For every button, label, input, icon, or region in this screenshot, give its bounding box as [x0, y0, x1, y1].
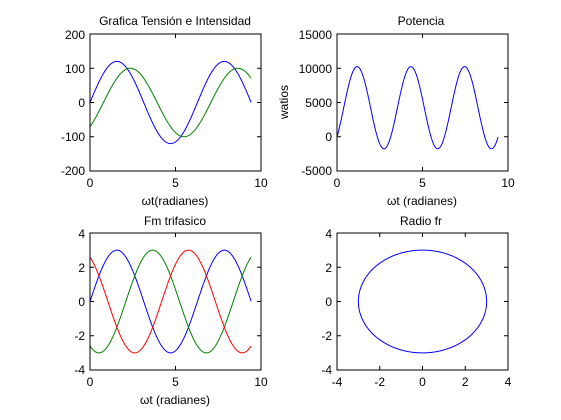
panel-3-xtick-1: 5: [172, 375, 179, 389]
panel-2-ytick-0: -5000: [301, 164, 332, 178]
panel-3-xtick-2: 10: [254, 375, 268, 389]
panel-3-series-2-line: [89, 249, 252, 354]
panel-3-ytick-4: 4: [78, 227, 85, 241]
panel-3-ytick-1: -2: [74, 329, 85, 343]
panel-3-series-1-line: [89, 249, 252, 354]
panel-3-data-layer: [89, 232, 262, 371]
panel-fm-trifasico: Fm trifasico 0 5 10 -4 -2 0 2 4 ωt (radi…: [74, 214, 268, 407]
panel-4-ytick-4: 4: [325, 227, 332, 241]
panel-1-ytick-4: 200: [65, 28, 85, 42]
panel-1-xtick-0: 0: [87, 176, 94, 190]
panel-2-ytick-3: 10000: [299, 62, 333, 76]
panel-1-ytick-1: -100: [61, 130, 85, 144]
panel-1-xtick-2: 10: [254, 176, 268, 190]
panel-1-ytick-0: -200: [61, 164, 85, 178]
panel-1-xlabel: ωt(radianes): [142, 194, 209, 208]
panel-2-xtick-2: 10: [501, 176, 515, 190]
panel-1-series-0-line: [89, 60, 252, 145]
panel-2-ytick-2: 5000: [305, 96, 332, 110]
panel-2-series-0-line: [336, 66, 499, 150]
panel-4-title: Radio fr: [400, 214, 442, 228]
panel-4-xtick-4: 4: [505, 375, 512, 389]
panel-3-series-0-line: [89, 249, 252, 354]
panel-potencia: Potencia 0 5 10 -5000 0 5000 10000 15000…: [277, 14, 515, 208]
panel-3-axes-box: [89, 232, 262, 371]
panel-1-series-1-line: [89, 67, 252, 138]
panel-2-xlabel: ωt (radianes): [387, 194, 457, 208]
panel-1-axes-box: [89, 33, 262, 172]
panel-1-ytick-3: 100: [65, 62, 85, 76]
panel-4-ytick-3: 2: [325, 261, 332, 275]
panel-4-ytick-1: -2: [321, 329, 332, 343]
panel-3-ytick-3: 2: [78, 261, 85, 275]
panel-3-title: Fm trifasico: [144, 214, 206, 228]
panel-3-ytick-2: 0: [78, 295, 85, 309]
panel-2-ytick-4: 15000: [299, 28, 333, 42]
panel-2-ylabel: watios: [277, 85, 291, 120]
panel-2-xtick-1: 5: [419, 176, 426, 190]
panel-1-xtick-1: 5: [172, 176, 179, 190]
panel-4-axes-box: [336, 232, 509, 371]
panel-4-xtick-3: 2: [462, 375, 469, 389]
panel-2-xtick-0: 0: [334, 176, 341, 190]
panel-1-title: Grafica Tensión e Intensidad: [99, 14, 251, 28]
panel-radio-fr: Radio fr -4 -2 0 2 4 -4 -2 0 2 4: [321, 214, 511, 389]
panel-3-xtick-0: 0: [87, 375, 94, 389]
panel-2-axes-box: [336, 33, 509, 172]
panel-4-xtick-2: 0: [419, 375, 426, 389]
panel-3-xlabel: ωt (radianes): [140, 393, 210, 407]
panel-2-ytick-1: 0: [325, 130, 332, 144]
panel-4-ytick-2: 0: [325, 295, 332, 309]
panel-3-ytick-0: -4: [74, 363, 85, 377]
panel-4-data-layer: [336, 232, 509, 371]
panel-tension-intensidad: Grafica Tensión e Intensidad 0 5 10 -200…: [61, 14, 268, 208]
panel-2-title: Potencia: [398, 14, 445, 28]
panel-4-series-0-line: [357, 249, 488, 354]
panel-4-xtick-0: -4: [332, 375, 343, 389]
panel-1-ytick-2: 0: [78, 96, 85, 110]
panel-2-data-layer: [336, 33, 509, 172]
panel-1-data-layer: [89, 33, 262, 172]
panel-4-ytick-0: -4: [321, 363, 332, 377]
panel-4-xtick-1: -2: [374, 375, 385, 389]
